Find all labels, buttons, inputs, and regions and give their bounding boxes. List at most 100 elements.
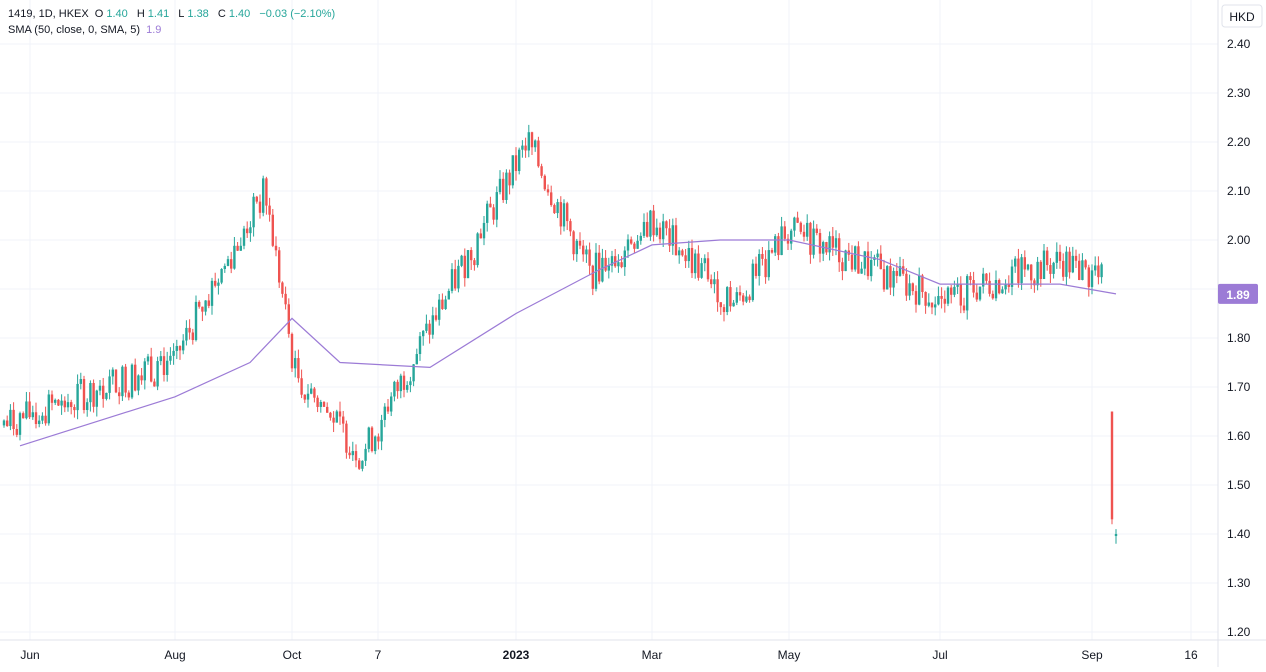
candle-body <box>796 217 799 223</box>
candle-body <box>1049 265 1052 274</box>
candle-body <box>1026 264 1030 270</box>
candle-body <box>978 286 982 300</box>
candle-body <box>562 203 566 227</box>
candle-body <box>930 302 934 308</box>
last-price-badge-label: 1.89 <box>1226 288 1250 302</box>
candle-body <box>1023 257 1026 270</box>
candle-body <box>511 155 514 186</box>
candle-body <box>975 292 978 300</box>
candle-body <box>44 415 47 424</box>
sma-legend-row[interactable]: SMA (50, close, 0, SMA, 5) 1.9 <box>8 22 338 38</box>
candle-body <box>367 427 370 449</box>
candle-body <box>111 369 114 377</box>
candle-body <box>473 260 476 266</box>
candle-body <box>25 401 28 419</box>
ohlc-legend-row: 1419, 1D, HKEX O 1.40 H 1.41 L 1.38 C 1.40 −… <box>8 6 338 22</box>
candle-body <box>889 266 892 288</box>
candle-body <box>534 140 537 148</box>
candle-body <box>194 301 198 341</box>
candle-body <box>502 178 505 200</box>
candle-body <box>726 287 729 313</box>
candle-body <box>102 385 105 399</box>
candle-body <box>566 203 569 222</box>
candle-body <box>777 236 780 256</box>
candle-body <box>953 286 956 295</box>
candle-body <box>252 196 255 228</box>
candle-body <box>198 301 201 307</box>
candle-body <box>902 266 905 274</box>
candle-body <box>857 246 860 274</box>
candle-body <box>214 280 217 286</box>
candle-body <box>905 273 908 296</box>
candle-body <box>604 257 607 271</box>
candle-body <box>383 406 386 420</box>
candle-body <box>207 300 210 306</box>
candle-body <box>105 392 108 399</box>
currency-button[interactable] <box>1221 4 1263 28</box>
candle-body <box>412 364 415 382</box>
candle-body <box>937 295 940 305</box>
candle-body <box>1100 264 1103 278</box>
candle-body <box>386 406 390 412</box>
candle-body <box>652 210 655 236</box>
candle-body <box>850 254 854 270</box>
candle-body <box>294 358 297 369</box>
candle-body <box>658 227 662 240</box>
candle-body <box>354 451 358 461</box>
candle-body <box>594 252 598 289</box>
candle-body <box>886 266 889 290</box>
candle-body <box>1078 260 1081 280</box>
candle-body <box>1058 251 1062 261</box>
candle-body <box>393 381 396 397</box>
candle-body <box>6 420 9 427</box>
candle-body <box>601 257 604 282</box>
currency-label[interactable]: HKD <box>1229 10 1255 24</box>
price-tick-label: 1.20 <box>1227 625 1251 639</box>
candle-body <box>454 269 457 289</box>
price-tick-label: 1.40 <box>1227 527 1251 541</box>
candle-body <box>793 217 796 231</box>
candle-body <box>790 230 793 244</box>
candle-body <box>940 295 943 299</box>
candle-body <box>396 381 399 392</box>
candle-body <box>722 307 726 313</box>
candle-body <box>863 251 866 269</box>
candle-body <box>969 276 972 281</box>
candle-body <box>425 323 428 331</box>
candle-body <box>201 306 204 312</box>
candle-body <box>1071 255 1074 273</box>
time-tick-label: Sep <box>1081 648 1103 662</box>
candle-body <box>575 240 578 255</box>
candle-body <box>694 253 697 274</box>
candle-body <box>86 402 89 411</box>
candle-body <box>217 282 220 286</box>
candle-body <box>1020 257 1023 284</box>
candle-body <box>1039 261 1042 280</box>
candle-body <box>182 340 185 351</box>
candle-body <box>802 231 806 237</box>
candle-body <box>911 283 914 292</box>
candle-body <box>591 265 594 289</box>
candle-body <box>108 376 111 393</box>
candle-body <box>742 295 745 302</box>
price-tick-label: 1.50 <box>1227 478 1251 492</box>
candle-body <box>351 451 354 456</box>
candle-body <box>626 239 630 251</box>
candle-body <box>895 270 898 276</box>
candle-body <box>665 221 668 229</box>
candle-body <box>370 427 374 452</box>
sma-value: 1.9 <box>146 24 162 36</box>
candle-body <box>1004 284 1007 290</box>
candle-body <box>914 291 918 305</box>
candle-body <box>114 369 118 393</box>
candle-body <box>223 265 226 269</box>
candle-body <box>614 256 617 267</box>
candle-body <box>1046 250 1049 266</box>
candle-body <box>28 401 31 418</box>
candle-body <box>1042 250 1046 280</box>
candle-body <box>498 178 502 193</box>
open-value: O 1.40 <box>94 8 128 20</box>
candle-body <box>95 390 98 407</box>
